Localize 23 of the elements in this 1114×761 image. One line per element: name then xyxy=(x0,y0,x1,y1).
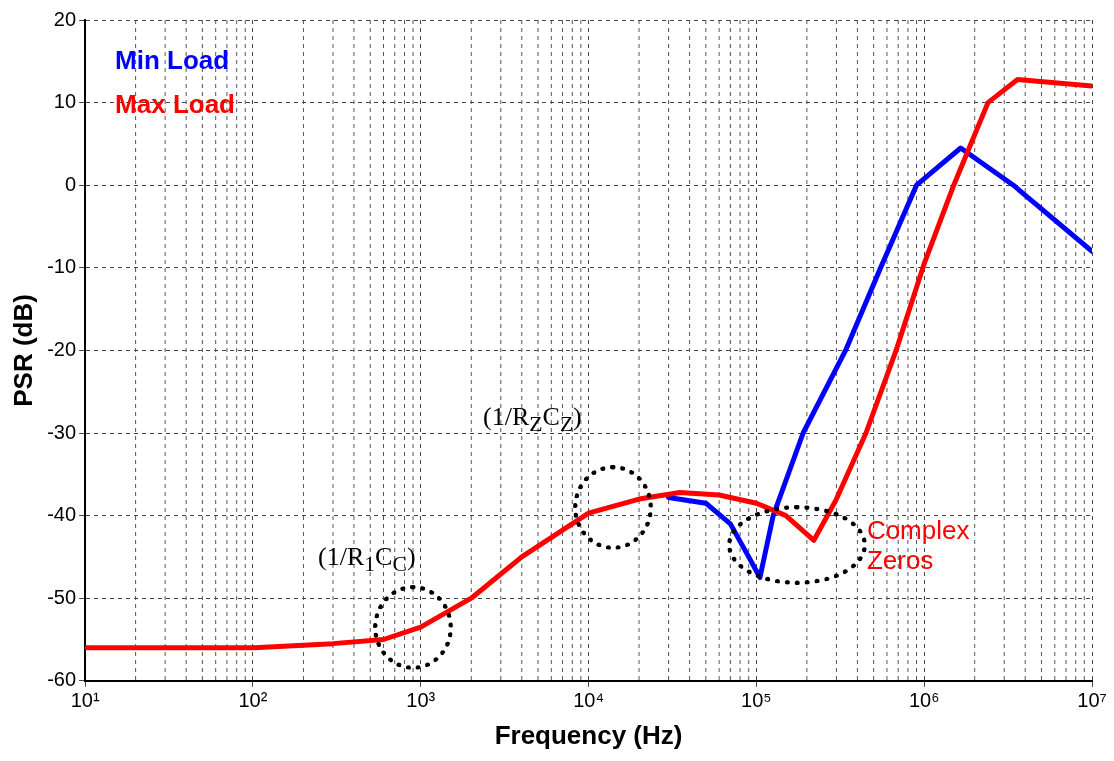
x-tick-label: 10⁵ xyxy=(741,689,772,712)
annotation: Complex Zeros xyxy=(866,515,971,576)
x-tick-label: 10³ xyxy=(406,689,436,712)
y-tick-label: -10 xyxy=(47,255,77,278)
x-tick-label: 10⁴ xyxy=(573,689,604,712)
y-tick-label: -40 xyxy=(47,503,77,526)
y-tick-label: -20 xyxy=(47,337,77,360)
annotation: (1/R$_{Z}$C$_{Z}$) xyxy=(483,402,582,438)
annotation: (1/R$_{1}$C$_{C}$) xyxy=(318,542,416,578)
y-tick-label: 10 xyxy=(53,90,77,113)
y-tick-label: -30 xyxy=(47,420,77,443)
y-tick-label: 0 xyxy=(64,172,77,195)
y-axis-title: PSR (dB) xyxy=(7,294,38,407)
y-tick-label: -60 xyxy=(47,668,77,691)
x-tick-label: 10² xyxy=(238,689,268,712)
x-tick-label: 10¹ xyxy=(70,689,100,712)
x-tick-label: 10⁷ xyxy=(1077,689,1107,712)
y-tick-label: 20 xyxy=(53,7,77,30)
x-tick-label: 10⁶ xyxy=(908,689,940,712)
y-tick-label: -50 xyxy=(47,585,77,608)
x-axis-title: Frequency (Hz) xyxy=(494,719,683,750)
text: Max Load xyxy=(115,88,236,121)
text: Min Load xyxy=(115,44,231,77)
